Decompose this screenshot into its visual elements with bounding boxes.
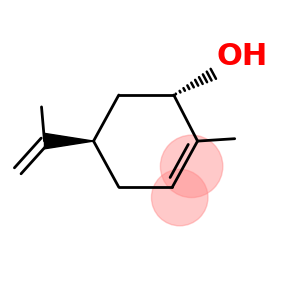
Circle shape xyxy=(160,135,223,198)
Text: OH: OH xyxy=(217,42,268,71)
Polygon shape xyxy=(44,134,94,149)
Circle shape xyxy=(152,169,208,226)
